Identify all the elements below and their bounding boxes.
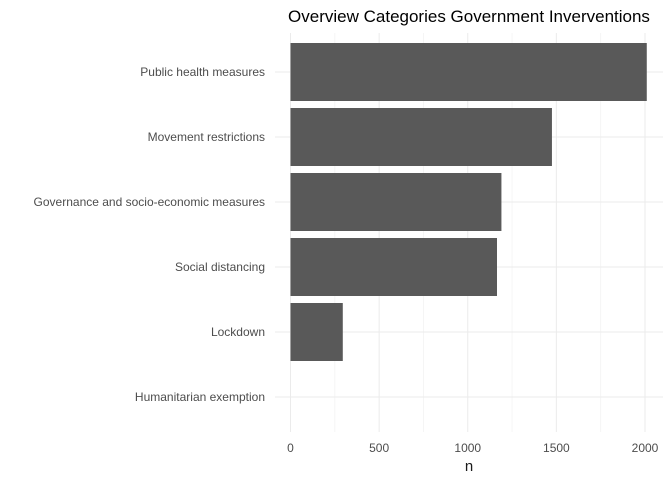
- bar-lockdown: [290, 303, 343, 361]
- chart-title: Overview Categories Government Invervent…: [288, 7, 650, 26]
- x-tick-label: 0: [287, 441, 294, 455]
- x-tick-label: 500: [369, 441, 389, 455]
- x-axis-title: n: [465, 458, 473, 475]
- category-label: Lockdown: [211, 325, 265, 339]
- x-tick-labels: 0 500 1000 1500 2000: [287, 441, 659, 455]
- category-label: Movement restrictions: [148, 130, 265, 144]
- category-label: Governance and socio-economic measures: [34, 195, 265, 209]
- bar-public-health-measures: [290, 43, 647, 101]
- category-label: Humanitarian exemption: [135, 390, 265, 404]
- x-tick-label: 1000: [454, 441, 481, 455]
- category-label: Social distancing: [175, 260, 265, 274]
- bar-social-distancing: [290, 238, 497, 296]
- bar-movement-restrictions: [290, 108, 552, 166]
- bar-governance-and-socio-economic-measures: [290, 173, 502, 231]
- x-tick-label: 2000: [632, 441, 659, 455]
- category-label: Public health measures: [140, 65, 265, 79]
- x-tick-label: 1500: [543, 441, 570, 455]
- category-labels: Public health measures Movement restricti…: [34, 65, 265, 404]
- bars-layer: [290, 43, 647, 361]
